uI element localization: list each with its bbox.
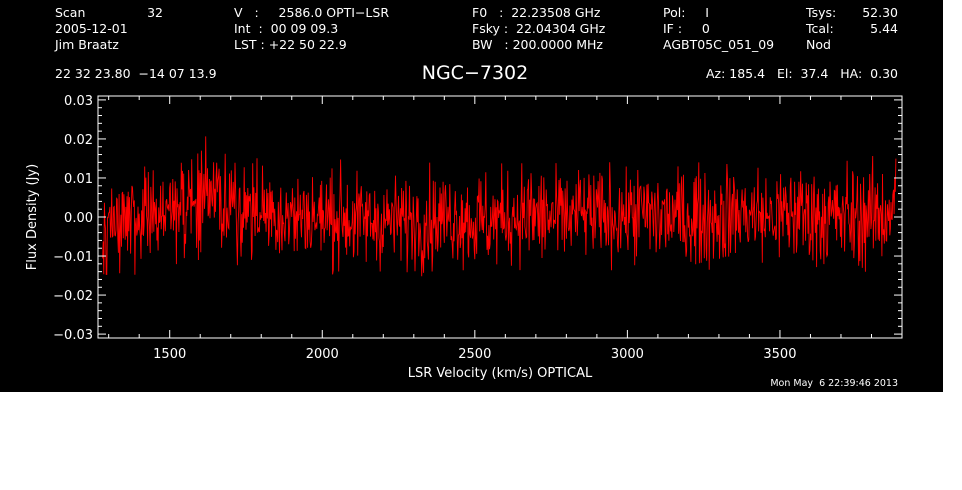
observing-mode: Nod bbox=[806, 37, 831, 52]
scan-value: 32 bbox=[147, 5, 163, 20]
y-tick-label: 0.02 bbox=[64, 133, 93, 148]
timestamp: Mon May 6 22:39:46 2013 bbox=[770, 378, 898, 389]
project-id: AGBT05C_051_09 bbox=[663, 37, 775, 52]
tsys-label: Tsys: bbox=[806, 5, 837, 20]
tcal-label: Tcal: bbox=[806, 21, 834, 36]
lst-line: LST : +22 50 22.9 bbox=[234, 37, 347, 52]
x-tick-label: 1500 bbox=[153, 347, 186, 362]
x-axis-label: LSR Velocity (km/s) OPTICAL bbox=[408, 366, 593, 381]
source-coordinates: 22 32 23.80 −14 07 13.9 bbox=[55, 66, 217, 81]
sky-freq-line: Fsky : 22.04304 GHz bbox=[472, 21, 606, 36]
x-tick-label: 2500 bbox=[458, 347, 491, 362]
x-tick-label: 3000 bbox=[611, 347, 644, 362]
spectrum-trace bbox=[102, 136, 897, 277]
x-tick-label: 2000 bbox=[306, 347, 339, 362]
scan-label: Scan bbox=[55, 5, 86, 20]
y-tick-label: −0.01 bbox=[53, 250, 93, 265]
polarization-line: Pol: I bbox=[663, 5, 709, 20]
spectrum-line bbox=[102, 136, 897, 277]
y-tick-label: 0.03 bbox=[64, 94, 93, 109]
spectrum-chart: 1500 2000 2500 3000 3500 −0.03 −0.02 −0.01 0.00… bbox=[25, 94, 903, 381]
y-axis-ticks: −0.03 −0.02 −0.01 0.00 0.01 0.02 0.03 bbox=[53, 94, 902, 343]
tcal-value: 5.44 bbox=[870, 21, 898, 36]
y-tick-label: 0.00 bbox=[64, 211, 93, 226]
observer-name: Jim Braatz bbox=[55, 37, 119, 52]
x-tick-label: 3500 bbox=[763, 347, 796, 362]
rest-freq-line: F0 : 22.23508 GHz bbox=[472, 5, 601, 20]
y-tick-label: −0.03 bbox=[53, 328, 93, 343]
integration-line: Int : 00 09 09.3 bbox=[234, 21, 339, 36]
velocity-line: V : 2586.0 OPTI−LSR bbox=[234, 5, 390, 20]
y-axis-label: Flux Density (Jy) bbox=[25, 164, 40, 270]
bandwidth-line: BW : 200.0000 MHz bbox=[472, 37, 603, 52]
chart-title: NGC−7302 bbox=[421, 62, 529, 84]
obs-date: 2005-12-01 bbox=[55, 21, 128, 36]
y-tick-label: −0.02 bbox=[53, 289, 93, 304]
tsys-value: 52.30 bbox=[862, 5, 898, 20]
if-line: IF : 0 bbox=[663, 21, 710, 36]
x-axis-ticks: 1500 2000 2500 3000 3500 bbox=[108, 96, 903, 362]
az-el-ha-line: Az: 185.4 El: 37.4 HA: 0.30 bbox=[705, 66, 898, 81]
y-tick-label: 0.01 bbox=[64, 172, 93, 187]
